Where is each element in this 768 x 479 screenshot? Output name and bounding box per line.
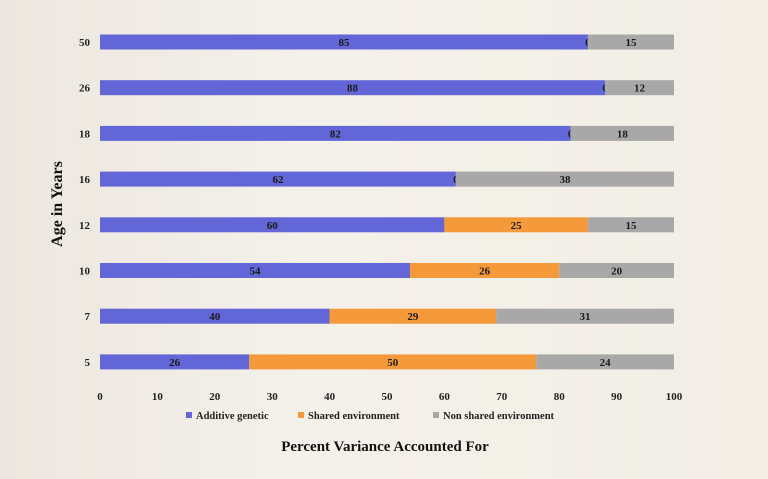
- bar-data-label: 18: [617, 128, 629, 140]
- bar-segment-3: [496, 308, 674, 324]
- bar-data-label: 24: [600, 357, 612, 369]
- bar-data-label: 62: [272, 174, 284, 186]
- bar-segment-1: [100, 308, 330, 324]
- x-axis-label: Percent Variance Accounted For: [281, 439, 489, 455]
- bar-segment-1: [100, 80, 606, 96]
- bar-data-label: 40: [209, 311, 221, 323]
- bar-data-label: 38: [559, 174, 571, 186]
- bar-data-label: 54: [249, 266, 261, 278]
- bar-segment-2: [409, 263, 560, 278]
- y-tick-label: 5: [85, 357, 91, 369]
- legend-entry: Non shared environment: [443, 411, 555, 422]
- x-tick-label: 30: [267, 391, 279, 403]
- y-tick-labels: 50 26 18 16 12 10 7 5: [79, 37, 91, 369]
- bar-data-label: 20: [611, 266, 623, 278]
- bar-data-label: 60: [267, 220, 279, 232]
- legend-swatch: [298, 412, 304, 418]
- bars-layer: 8501588012820186203860251554262040293126…: [100, 34, 674, 370]
- x-tick-label: 40: [324, 391, 336, 403]
- bar-data-label: 31: [580, 311, 591, 323]
- y-tick-label: 50: [79, 37, 91, 49]
- bar-segment-3: [587, 217, 674, 233]
- legend-entry: Shared environment: [308, 411, 400, 422]
- y-tick-label: 26: [79, 83, 91, 95]
- bar-data-label: 15: [625, 37, 637, 49]
- bar-segment-1: [100, 125, 571, 141]
- legend-swatch: [186, 412, 192, 418]
- bar-segment-3: [570, 125, 674, 141]
- legend: Additive genetic Shared environment Non sh…: [186, 411, 555, 422]
- x-tick-label: 20: [209, 391, 221, 403]
- bar-segment-2: [249, 354, 537, 370]
- bar-data-label: 26: [169, 357, 181, 369]
- x-tick-label: 100: [666, 391, 683, 403]
- bar-data-label: 29: [407, 311, 419, 323]
- x-tick-label: 10: [152, 391, 164, 403]
- bar-data-label: 50: [387, 357, 399, 369]
- x-tick-label: 0: [97, 391, 103, 403]
- bar-segment-2: [329, 308, 497, 324]
- bar-data-label: 15: [625, 220, 637, 232]
- bar-segment-1: [100, 171, 456, 187]
- y-tick-label: 10: [79, 266, 91, 278]
- x-tick-labels: 0 10 20 30 40 50 60 70 80 90 100: [97, 391, 683, 403]
- bar-segment-3: [605, 80, 674, 96]
- y-tick-label: 12: [79, 220, 91, 232]
- bar-segment-3: [536, 354, 674, 370]
- x-tick-label: 80: [554, 391, 566, 403]
- bar-segment-3: [455, 171, 674, 187]
- x-tick-label: 60: [439, 391, 451, 403]
- bar-segment-2: [444, 217, 588, 233]
- bar-data-label: 88: [347, 83, 359, 95]
- bar-data-label: 25: [511, 220, 523, 232]
- bar-segment-1: [100, 217, 445, 233]
- bar-data-label: 26: [479, 266, 491, 278]
- bar-segment-1: [100, 34, 588, 50]
- bar-segment-1: [100, 263, 410, 278]
- bar-data-label: 12: [634, 83, 646, 95]
- bar-segment-3: [587, 34, 674, 50]
- legend-entry: Additive genetic: [196, 411, 269, 422]
- bar-segment-1: [100, 354, 250, 370]
- bar-data-label: 82: [330, 128, 342, 140]
- y-tick-label: 7: [85, 311, 91, 323]
- bar-segment-3: [559, 263, 674, 278]
- x-tick-label: 50: [382, 391, 394, 403]
- bar-data-label: 85: [338, 37, 350, 49]
- x-tick-label: 70: [496, 391, 508, 403]
- y-axis-label: Age in Years: [49, 161, 66, 247]
- x-tick-label: 90: [611, 391, 623, 403]
- y-tick-label: 16: [79, 174, 91, 186]
- legend-swatch: [433, 412, 439, 418]
- y-tick-label: 18: [79, 128, 91, 140]
